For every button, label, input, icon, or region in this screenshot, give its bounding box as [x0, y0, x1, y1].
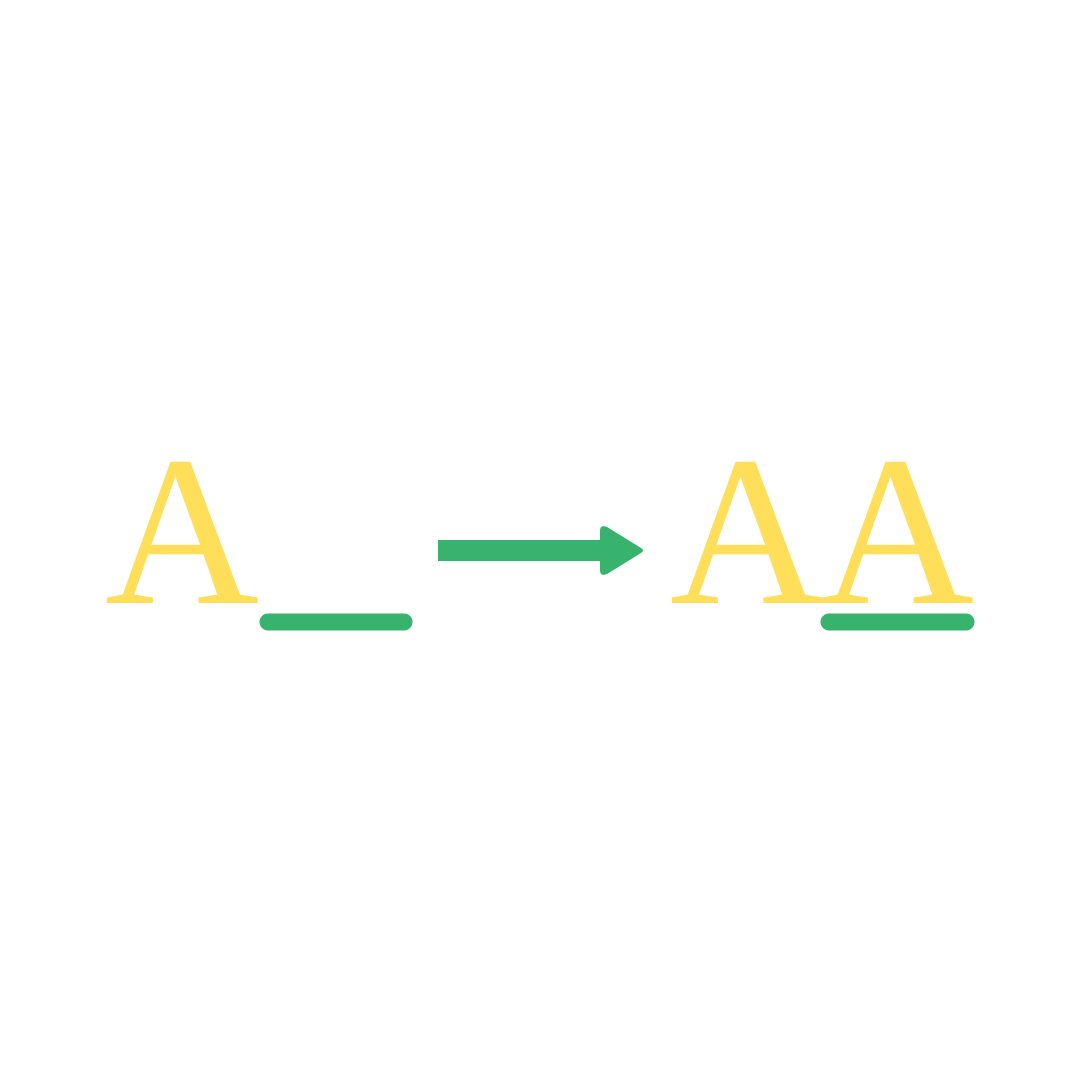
- right-letter-a-second: A: [820, 413, 975, 650]
- right-arrow-icon: [438, 526, 643, 575]
- left-letter-a: A: [105, 413, 260, 650]
- right-letter-a-first: A: [670, 413, 825, 650]
